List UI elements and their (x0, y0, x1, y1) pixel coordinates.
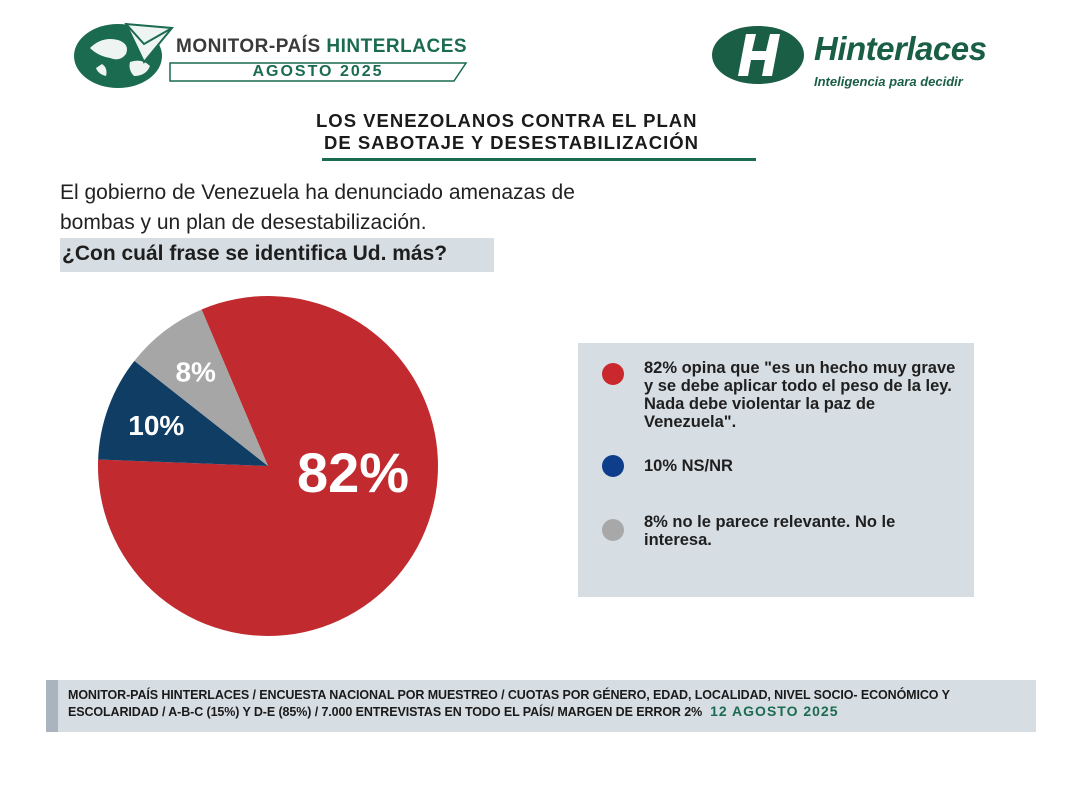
legend-label: 10% NS/NR (644, 457, 733, 475)
monitor-subtitle: AGOSTO 2025 (252, 63, 384, 80)
intro-text: El gobierno de Venezuela ha denunciado a… (60, 178, 680, 238)
legend-dot-red (602, 363, 624, 385)
monitor-title: MONITOR-PAÍS HINTERLACES (176, 36, 468, 57)
globe-logo-icon (74, 22, 174, 88)
footer-date: 12 AGOSTO 2025 (710, 703, 839, 719)
pie-chart: 82% 10% 8% (98, 296, 438, 636)
monitor-subtitle-frame: AGOSTO 2025 (168, 61, 468, 83)
monitor-brand: MONITOR-PAÍS HINTERLACES AGOSTO 2025 (72, 18, 492, 94)
headline-line-1: LOS VENEZOLANOS CONTRA EL PLAN (316, 110, 698, 131)
legend-dot-gray (602, 519, 624, 541)
pie-slice-irrelevant (134, 309, 268, 466)
question-highlight (60, 238, 494, 272)
legend: 82% opina que "es un hecho muy grave y s… (578, 343, 974, 597)
headline-underline (322, 158, 756, 161)
headline: LOS VENEZOLANOS CONTRA EL PLAN DE SABOTA… (316, 110, 776, 154)
legend-label: 82% opina que "es un hecho muy grave y s… (644, 359, 956, 431)
brand-name: Hinterlaces (814, 30, 987, 67)
intro-line-1: El gobierno de Venezuela ha denunciado a… (60, 181, 575, 204)
hinterlaces-h-icon (712, 26, 804, 84)
pie-label: 10% (128, 410, 184, 441)
intro-line-2: bombas y un plan de desestabilización. (60, 211, 427, 234)
hinterlaces-brand: Hinterlaces Inteligencia para decidir (710, 22, 1050, 92)
footer-accent (46, 680, 58, 732)
pie-slice-nsnr (98, 360, 268, 466)
headline-line-2: DE SABOTAJE Y DESESTABILIZACIÓN (324, 132, 700, 153)
pie-label: 82% (297, 441, 409, 504)
survey-question: ¿Con cuál frase se identifica Ud. más? (62, 242, 448, 265)
footer-methodology: MONITOR-PAÍS HINTERLACES / ENCUESTA NACI… (46, 680, 1036, 732)
brand-tagline: Inteligencia para decidir (814, 74, 963, 89)
footer-text: MONITOR-PAÍS HINTERLACES / ENCUESTA NACI… (68, 688, 950, 719)
pie-label: 8% (175, 356, 216, 387)
legend-dot-blue (602, 455, 624, 477)
legend-label: 8% no le parece relevante. No le interes… (644, 513, 896, 549)
